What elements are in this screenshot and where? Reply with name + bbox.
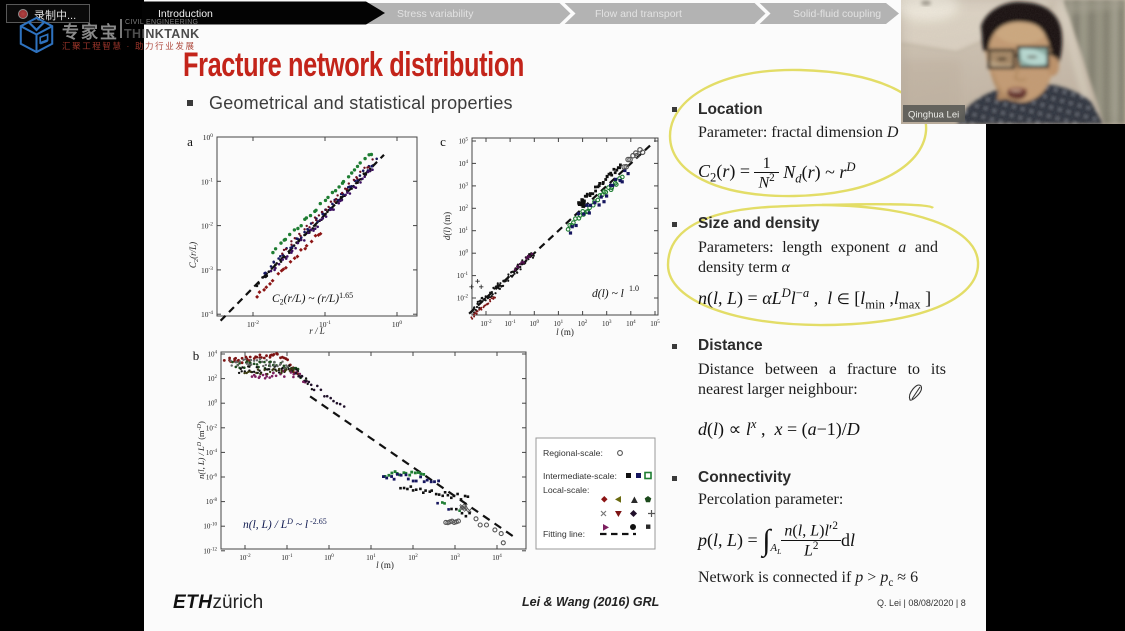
svg-text:100: 100 xyxy=(459,250,469,258)
svg-text:104: 104 xyxy=(208,351,218,359)
svg-text:10-4: 10-4 xyxy=(201,310,213,319)
svg-text:Fitting line:: Fitting line: xyxy=(543,529,585,539)
svg-text:100: 100 xyxy=(392,320,403,329)
svg-text:10-2: 10-2 xyxy=(201,222,213,231)
svg-text:105: 105 xyxy=(459,138,469,146)
svg-text:102: 102 xyxy=(408,554,418,562)
svg-text:l (m): l (m) xyxy=(376,560,394,570)
svg-text:10-1: 10-1 xyxy=(505,320,517,328)
svg-text:10-6: 10-6 xyxy=(206,474,218,482)
svg-text:104: 104 xyxy=(626,320,636,328)
svg-text:Local-scale:: Local-scale: xyxy=(543,485,589,495)
svg-text:104: 104 xyxy=(459,160,469,168)
svg-text:100: 100 xyxy=(530,320,540,328)
svg-text:10-2: 10-2 xyxy=(206,424,218,432)
svg-text:10-2: 10-2 xyxy=(457,295,469,303)
svg-text:b: b xyxy=(193,348,200,363)
svg-text:100: 100 xyxy=(203,133,214,142)
svg-text:103: 103 xyxy=(602,320,612,328)
svg-text:10-1: 10-1 xyxy=(281,554,293,562)
svg-text:Flow and transport: Flow and transport xyxy=(595,8,682,20)
svg-text:10-1: 10-1 xyxy=(457,272,469,280)
svg-text:Regional-scale:: Regional-scale: xyxy=(543,448,603,458)
svg-text:10-4: 10-4 xyxy=(206,449,218,457)
svg-text:d(l) ~ l: d(l) ~ l xyxy=(592,288,624,300)
svg-text:10-2: 10-2 xyxy=(247,320,259,329)
svg-text:100: 100 xyxy=(324,554,334,562)
svg-text:104: 104 xyxy=(492,554,502,562)
svg-text:103: 103 xyxy=(450,554,460,562)
svg-text:Stress variability: Stress variability xyxy=(397,8,474,20)
svg-text:n(l, L) / LD (m-D): n(l, L) / LD (m-D) xyxy=(196,421,206,479)
svg-text:Intermediate-scale:: Intermediate-scale: xyxy=(543,471,617,481)
svg-text:101: 101 xyxy=(366,554,376,562)
svg-text:10-1: 10-1 xyxy=(319,320,331,329)
svg-text:r / L: r / L xyxy=(309,326,325,336)
svg-text:C2(r/L): C2(r/L) xyxy=(188,242,200,268)
svg-text:l (m): l (m) xyxy=(556,327,574,337)
svg-text:10-2: 10-2 xyxy=(480,320,492,328)
svg-text:d(l) (m): d(l) (m) xyxy=(442,212,452,240)
svg-text:a: a xyxy=(187,134,193,149)
svg-text:101: 101 xyxy=(459,227,469,235)
svg-text:c: c xyxy=(440,134,446,149)
svg-text:1.0: 1.0 xyxy=(629,284,639,293)
svg-text:102: 102 xyxy=(208,375,218,383)
svg-text:10-1: 10-1 xyxy=(201,177,213,186)
svg-text:10-2: 10-2 xyxy=(239,554,251,562)
svg-text:103: 103 xyxy=(459,182,469,190)
svg-text:10-8: 10-8 xyxy=(206,498,218,506)
svg-text:10-12: 10-12 xyxy=(203,547,217,555)
svg-text:Qinghua Lei: Qinghua Lei xyxy=(908,110,959,121)
svg-text:100: 100 xyxy=(208,400,218,408)
svg-text:Solid-fluid coupling: Solid-fluid coupling xyxy=(793,8,881,20)
svg-text:105: 105 xyxy=(650,320,660,328)
svg-text:102: 102 xyxy=(578,320,588,328)
svg-text:10-3: 10-3 xyxy=(201,266,213,275)
svg-text:101: 101 xyxy=(554,320,564,328)
svg-text:102: 102 xyxy=(459,205,469,213)
svg-text:C2(r/L) ~ (r/L)1.65: C2(r/L) ~ (r/L)1.65 xyxy=(272,291,353,307)
svg-text:n(l, L) / LD ~ l -2.65: n(l, L) / LD ~ l -2.65 xyxy=(243,517,327,531)
svg-text:10-10: 10-10 xyxy=(203,523,217,531)
svg-text:Introduction: Introduction xyxy=(158,8,213,20)
